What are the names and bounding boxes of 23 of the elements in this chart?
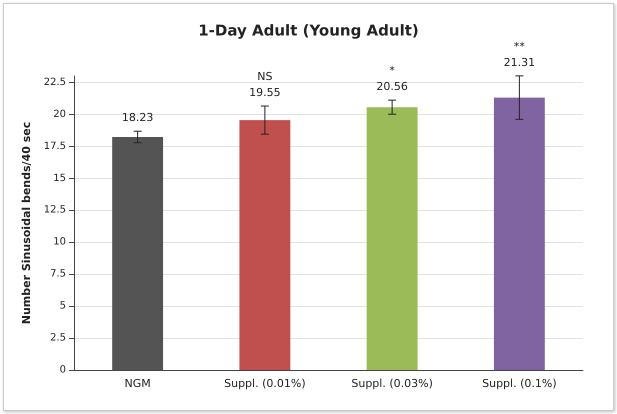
annotation: *: [389, 64, 396, 78]
data-label: 18.23: [122, 111, 154, 124]
y-tick-label: 22.5: [44, 76, 66, 88]
y-tick-label: 15: [53, 172, 66, 184]
y-tick-label: 7.5: [50, 268, 66, 280]
y-tick-label: 5: [60, 300, 66, 312]
y-tick-label: 0: [60, 364, 66, 376]
y-tick-label: 10: [53, 236, 66, 248]
annotation: **: [514, 40, 526, 53]
x-tick-label: Suppl. (0.01%): [224, 377, 306, 390]
data-label: 21.31: [504, 56, 536, 69]
data-label: 20.56: [376, 80, 408, 94]
y-tick-label: 2.5: [50, 332, 66, 344]
chart-title: 1-Day Adult (Young Adult): [198, 22, 419, 40]
annotation: NS: [257, 70, 272, 84]
y-tick-label: 20: [53, 108, 66, 120]
y-tick-label: 17.5: [44, 140, 66, 152]
data-label: 19.55: [249, 86, 281, 100]
y-tick-label: 12.5: [44, 204, 66, 216]
x-tick-label: NGM: [124, 377, 151, 390]
x-tick-label: Suppl. (0.03%): [351, 377, 433, 390]
y-axis-title: Number Sinusoidal bends/40 sec: [20, 122, 33, 324]
x-tick-label: Suppl. (0.1%): [482, 377, 557, 390]
